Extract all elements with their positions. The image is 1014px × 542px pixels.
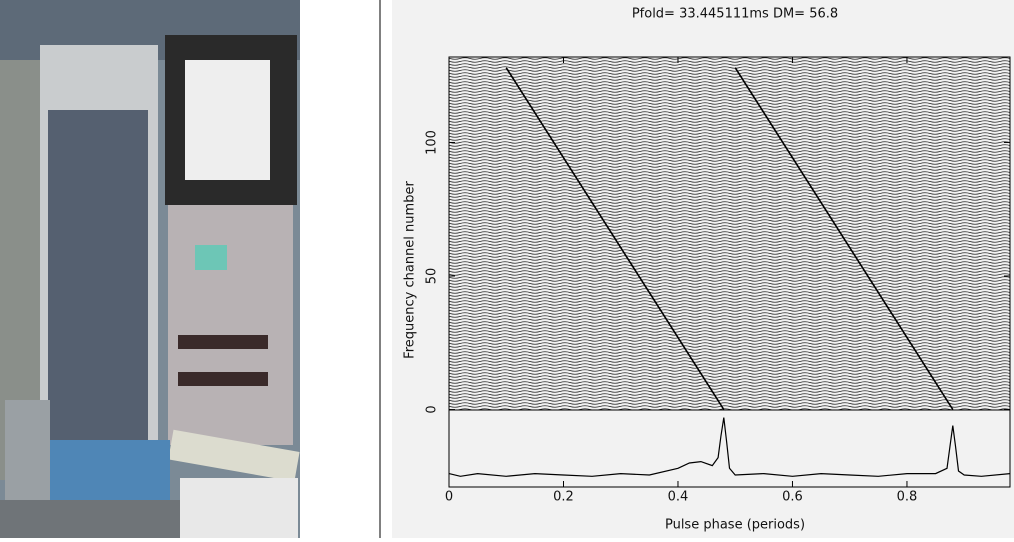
x-tick-label: 0.6 (782, 490, 803, 505)
photo (0, 0, 300, 538)
chart-title: Pfold= 33.445111ms DM= 56.8 (632, 7, 838, 22)
marks (448, 67, 1011, 477)
y-tick-label: 50 (425, 268, 440, 285)
y-tick-label: 0 (425, 405, 440, 413)
profile-line (448, 417, 1011, 477)
dispersion-track (734, 67, 954, 410)
y-axis-label: Frequency channel number (403, 181, 418, 359)
x-tick-label: 0.4 (668, 490, 689, 505)
dispersion-track (505, 67, 725, 410)
x-tick-label: 0.2 (553, 490, 574, 505)
y-tick-label: 100 (425, 130, 440, 155)
x-tick-label: 0.8 (897, 490, 918, 505)
x-tick-label: 0 (445, 490, 453, 505)
plot-frame (448, 56, 1011, 488)
x-axis-label: Pulse phase (periods) (665, 518, 805, 533)
